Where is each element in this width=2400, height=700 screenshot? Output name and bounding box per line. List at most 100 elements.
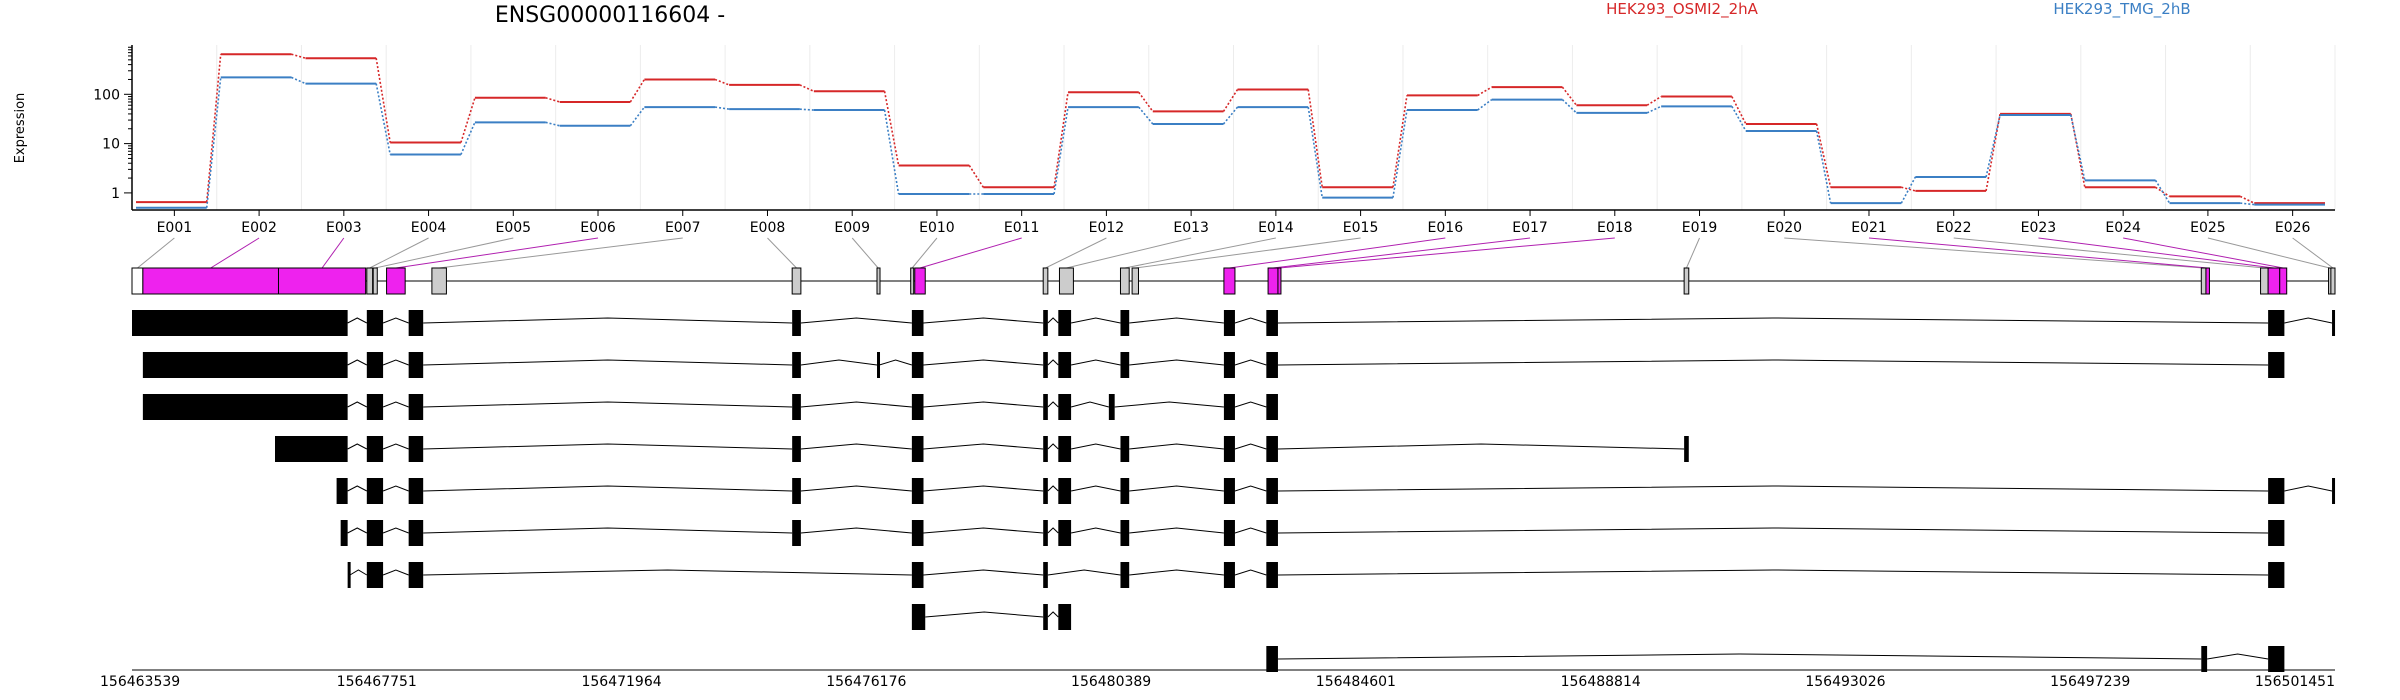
- y-tick-label: 1: [111, 186, 120, 202]
- transcript-exon: [1058, 310, 1072, 336]
- intron-line: [423, 443, 793, 450]
- transcript-exon: [366, 520, 384, 546]
- exon-label-E007: E007: [665, 220, 701, 236]
- series-transition: [1646, 95, 1662, 106]
- transcript-exon: [1058, 394, 1072, 420]
- intron-line: [382, 401, 409, 408]
- intron-line: [800, 443, 912, 450]
- series-transition: [460, 122, 476, 155]
- series-transition: [2240, 202, 2255, 206]
- series-transition: [545, 97, 560, 103]
- intron-line: [923, 443, 1044, 450]
- exon-box-E021: [2205, 267, 2210, 295]
- intron-line: [923, 485, 1044, 492]
- exon-label-E019: E019: [1682, 220, 1718, 236]
- series-transition: [1138, 91, 1154, 112]
- series-transition: [799, 108, 814, 111]
- exon-box-E003: [277, 267, 367, 295]
- transcript-exon: [792, 520, 801, 546]
- exon-box-E018: [1277, 267, 1282, 295]
- coordinate-tick-label: 156493026: [1805, 674, 1885, 690]
- transcript-exon: [1120, 562, 1130, 588]
- transcript-exon: [347, 562, 351, 588]
- coordinate-tick-label: 156484601: [1316, 674, 1396, 690]
- exon-box-E017: [1267, 267, 1279, 295]
- intron-line: [925, 611, 1044, 618]
- exon-connector-E026: [2292, 237, 2334, 269]
- intron-line: [1047, 527, 1059, 534]
- coordinate-tick-label: 156480389: [1071, 674, 1151, 690]
- exon-connector-E010: [911, 237, 938, 269]
- series-transition: [1561, 99, 1577, 114]
- intron-line: [1277, 359, 2269, 366]
- exon-connector-E015: [1135, 237, 1361, 269]
- exon-connector-E001: [137, 237, 175, 269]
- intron-line: [423, 569, 912, 576]
- exon-label-E014: E014: [1258, 220, 1294, 236]
- transcript-exon: [1120, 520, 1130, 546]
- series-transition: [629, 79, 646, 103]
- transcript-exon: [366, 562, 384, 588]
- transcripts: [132, 310, 2336, 672]
- exon-connector-E022: [1953, 237, 2265, 269]
- transcript-exon: [1266, 352, 1278, 378]
- exon-box-E026: [2330, 267, 2336, 295]
- intron-line: [800, 401, 912, 408]
- intron-line: [2284, 485, 2333, 492]
- transcript-exon: [2201, 646, 2208, 672]
- coordinate-tick-label: 156488814: [1561, 674, 1641, 690]
- exon-box-E015: [1131, 267, 1139, 295]
- transcript-5: [336, 478, 2336, 504]
- intron-line: [800, 485, 912, 492]
- series-transition: [629, 106, 646, 127]
- transcript-exon: [142, 352, 348, 378]
- intron-line: [1234, 527, 1267, 534]
- transcript-exon: [1043, 562, 1048, 588]
- transcript-exon: [1043, 394, 1048, 420]
- transcript-exon: [132, 310, 348, 336]
- transcript-exon: [911, 352, 924, 378]
- exon-connector-E020: [1784, 237, 2204, 269]
- series-transition: [375, 58, 391, 143]
- transcript-exon: [1223, 520, 1235, 546]
- intron-line: [382, 359, 409, 366]
- intron-line: [382, 527, 409, 534]
- series-transition: [1561, 86, 1578, 106]
- exon-label-E021: E021: [1851, 220, 1887, 236]
- series-transition: [205, 77, 222, 208]
- transcript-exon: [366, 394, 384, 420]
- intron-line: [1234, 485, 1267, 492]
- intron-line: [879, 359, 913, 366]
- series-transition: [968, 165, 984, 188]
- transcript-exon: [1108, 394, 1115, 420]
- exon-label-E011: E011: [1004, 220, 1040, 236]
- transcript-exon: [1223, 436, 1235, 462]
- series-transition: [375, 83, 391, 155]
- intron-line: [1129, 317, 1224, 324]
- series-transition: [1901, 186, 1916, 192]
- intron-line: [800, 317, 912, 324]
- intron-line: [1070, 443, 1121, 450]
- intron-line: [423, 317, 793, 324]
- transcript-exon: [792, 436, 801, 462]
- intron-line: [347, 401, 368, 408]
- transcript-exon: [911, 478, 924, 504]
- series-transition: [291, 53, 306, 59]
- transcript-exon: [1043, 436, 1048, 462]
- exon-box-E016: [1223, 267, 1236, 295]
- transcript-exon: [1266, 562, 1278, 588]
- transcript-exon: [1266, 520, 1278, 546]
- transcript-7: [347, 562, 2285, 588]
- intron-line: [423, 485, 793, 492]
- legend-entry-0: HEK293_OSMI2_2hA: [1606, 0, 1759, 19]
- transcript-exon: [1266, 436, 1278, 462]
- exon-box-E020: [2200, 267, 2207, 295]
- exon-box-E014: [1119, 267, 1130, 295]
- legend-entry-1: HEK293_TMG_2hB: [2053, 0, 2190, 19]
- transcript-exon: [1266, 310, 1278, 336]
- exon-box-E013: [1058, 267, 1074, 295]
- exon-label-E005: E005: [495, 220, 531, 236]
- intron-line: [382, 485, 409, 492]
- transcript-exon: [877, 352, 881, 378]
